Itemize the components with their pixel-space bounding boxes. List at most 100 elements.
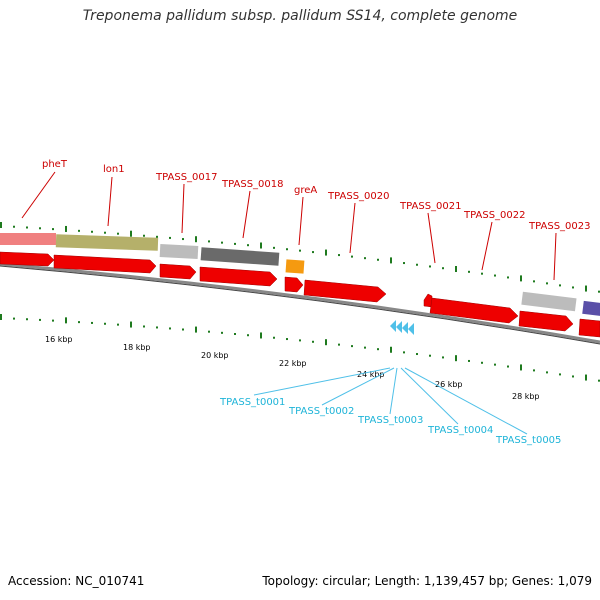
scale-minor-tick xyxy=(78,321,80,324)
cds-arrow[interactable] xyxy=(518,310,574,332)
gene-label-TPASS_0020[interactable]: TPASS_0020 xyxy=(327,191,389,202)
scale-minor-tick xyxy=(416,353,418,356)
cds-arrow[interactable] xyxy=(159,263,197,280)
scale-minor-tick xyxy=(91,321,93,324)
scale-minor-tick xyxy=(559,373,561,376)
scale-minor-tick xyxy=(117,232,119,235)
scale-minor-tick xyxy=(221,241,223,244)
scale-minor-tick xyxy=(247,334,249,337)
scale-minor-tick xyxy=(351,255,353,258)
scale-minor-tick xyxy=(39,227,41,230)
scale-minor-tick xyxy=(364,257,366,260)
gene-block-pheT[interactable] xyxy=(0,233,56,245)
kbp-label: 22 kbp xyxy=(279,359,307,368)
scale-minor-tick xyxy=(572,375,574,378)
cds-arrow[interactable] xyxy=(0,251,55,267)
cds-arrow[interactable] xyxy=(303,279,387,303)
inner-scale-ticks xyxy=(0,314,600,382)
scale-minor-tick xyxy=(429,354,431,357)
map-title: Treponema pallidum subsp. pallidum SS14,… xyxy=(82,8,518,24)
gene-block-TPASS_0023[interactable] xyxy=(521,291,577,312)
scale-minor-tick xyxy=(546,282,548,285)
scale-minor-tick xyxy=(169,236,171,239)
scale-major-tick xyxy=(455,355,457,362)
cds-arrow[interactable] xyxy=(423,293,433,308)
trna-labels: TPASS_t0001 TPASS_t0002 TPASS_t0003 TPAS… xyxy=(219,397,561,446)
scale-minor-tick xyxy=(546,371,548,374)
scale-minor-tick xyxy=(429,265,431,268)
scale-minor-tick xyxy=(182,328,184,331)
scale-minor-tick xyxy=(403,351,405,354)
scale-major-tick xyxy=(65,225,67,232)
scale-minor-tick xyxy=(559,284,561,287)
scale-minor-tick xyxy=(26,318,28,321)
scale-minor-tick xyxy=(351,345,353,348)
trna-label[interactable]: TPASS_t0004 xyxy=(427,425,493,436)
trna-label[interactable]: TPASS_t0002 xyxy=(288,406,354,417)
scale-minor-tick xyxy=(442,267,444,270)
scale-minor-tick xyxy=(598,379,600,382)
scale-minor-tick xyxy=(273,246,275,249)
cds-arrow[interactable] xyxy=(199,266,278,287)
kbp-label: 20 kbp xyxy=(201,351,229,360)
gene-block-TPASS_0018[interactable] xyxy=(200,247,280,266)
scale-minor-tick xyxy=(234,242,236,245)
scale-minor-tick xyxy=(312,251,314,254)
kbp-label: 16 kbp xyxy=(45,335,73,344)
scale-minor-tick xyxy=(156,326,158,329)
scale-major-tick xyxy=(65,317,67,324)
scale-minor-tick xyxy=(377,258,379,261)
gene-label-greA[interactable]: greA xyxy=(294,185,317,196)
scale-major-tick xyxy=(260,332,262,339)
gene-block-TPASS_0017[interactable] xyxy=(159,244,199,259)
scale-minor-tick xyxy=(169,327,171,330)
scale-major-tick xyxy=(260,242,262,249)
trna-marker[interactable] xyxy=(390,320,396,332)
scale-minor-tick xyxy=(117,323,119,326)
scale-minor-tick xyxy=(104,231,106,234)
gene-label-TPASS_0022[interactable]: TPASS_0022 xyxy=(463,210,525,221)
kbp-label: 26 kbp xyxy=(435,380,463,389)
scale-minor-tick xyxy=(572,286,574,289)
trna-label[interactable]: TPASS_t0005 xyxy=(495,435,561,446)
gene-label-TPASS_0023[interactable]: TPASS_0023 xyxy=(528,221,590,232)
scale-minor-tick xyxy=(52,228,54,231)
scale-minor-tick xyxy=(234,333,236,336)
trna-cluster xyxy=(390,320,414,335)
gene-block-lon1[interactable] xyxy=(55,234,159,251)
trna-label[interactable]: TPASS_t0001 xyxy=(219,397,285,408)
feature-track-outer xyxy=(0,233,600,317)
scale-major-tick xyxy=(520,275,522,282)
gene-label-lon1[interactable]: lon1 xyxy=(103,164,125,175)
scale-major-tick xyxy=(390,346,392,353)
cds-arrow[interactable] xyxy=(578,318,600,338)
gene-label-TPASS_0018[interactable]: TPASS_0018 xyxy=(221,179,283,190)
gene-block-unknown[interactable] xyxy=(582,300,600,317)
scale-major-tick xyxy=(0,222,2,228)
genome-backbone xyxy=(0,262,600,344)
gene-block-greA[interactable] xyxy=(285,259,305,274)
scale-minor-tick xyxy=(156,235,158,238)
cds-arrow[interactable] xyxy=(53,254,157,274)
gene-label-TPASS_0017[interactable]: TPASS_0017 xyxy=(155,172,217,183)
scale-minor-tick xyxy=(143,234,145,237)
cds-arrow[interactable] xyxy=(429,297,519,324)
scale-minor-tick xyxy=(468,270,470,273)
gene-labels: pheT lon1 TPASS_0017 TPASS_0018 greA TPA… xyxy=(42,159,590,232)
scale-minor-tick xyxy=(13,225,15,228)
accession-text: Accession: NC_010741 xyxy=(8,574,145,588)
scale-major-tick xyxy=(585,374,587,381)
trna-marker[interactable] xyxy=(396,321,402,333)
scale-minor-tick xyxy=(494,363,496,366)
trna-marker[interactable] xyxy=(408,323,414,335)
cds-arrow[interactable] xyxy=(284,276,304,293)
trna-marker[interactable] xyxy=(402,322,408,334)
scale-minor-tick xyxy=(286,248,288,251)
gene-label-TPASS_0021[interactable]: TPASS_0021 xyxy=(399,201,461,212)
scale-major-tick xyxy=(520,364,522,371)
scale-minor-tick xyxy=(533,369,535,372)
trna-label[interactable]: TPASS_t0003 xyxy=(357,415,423,426)
gene-label-pheT[interactable]: pheT xyxy=(42,159,68,170)
scale-minor-tick xyxy=(416,263,418,266)
